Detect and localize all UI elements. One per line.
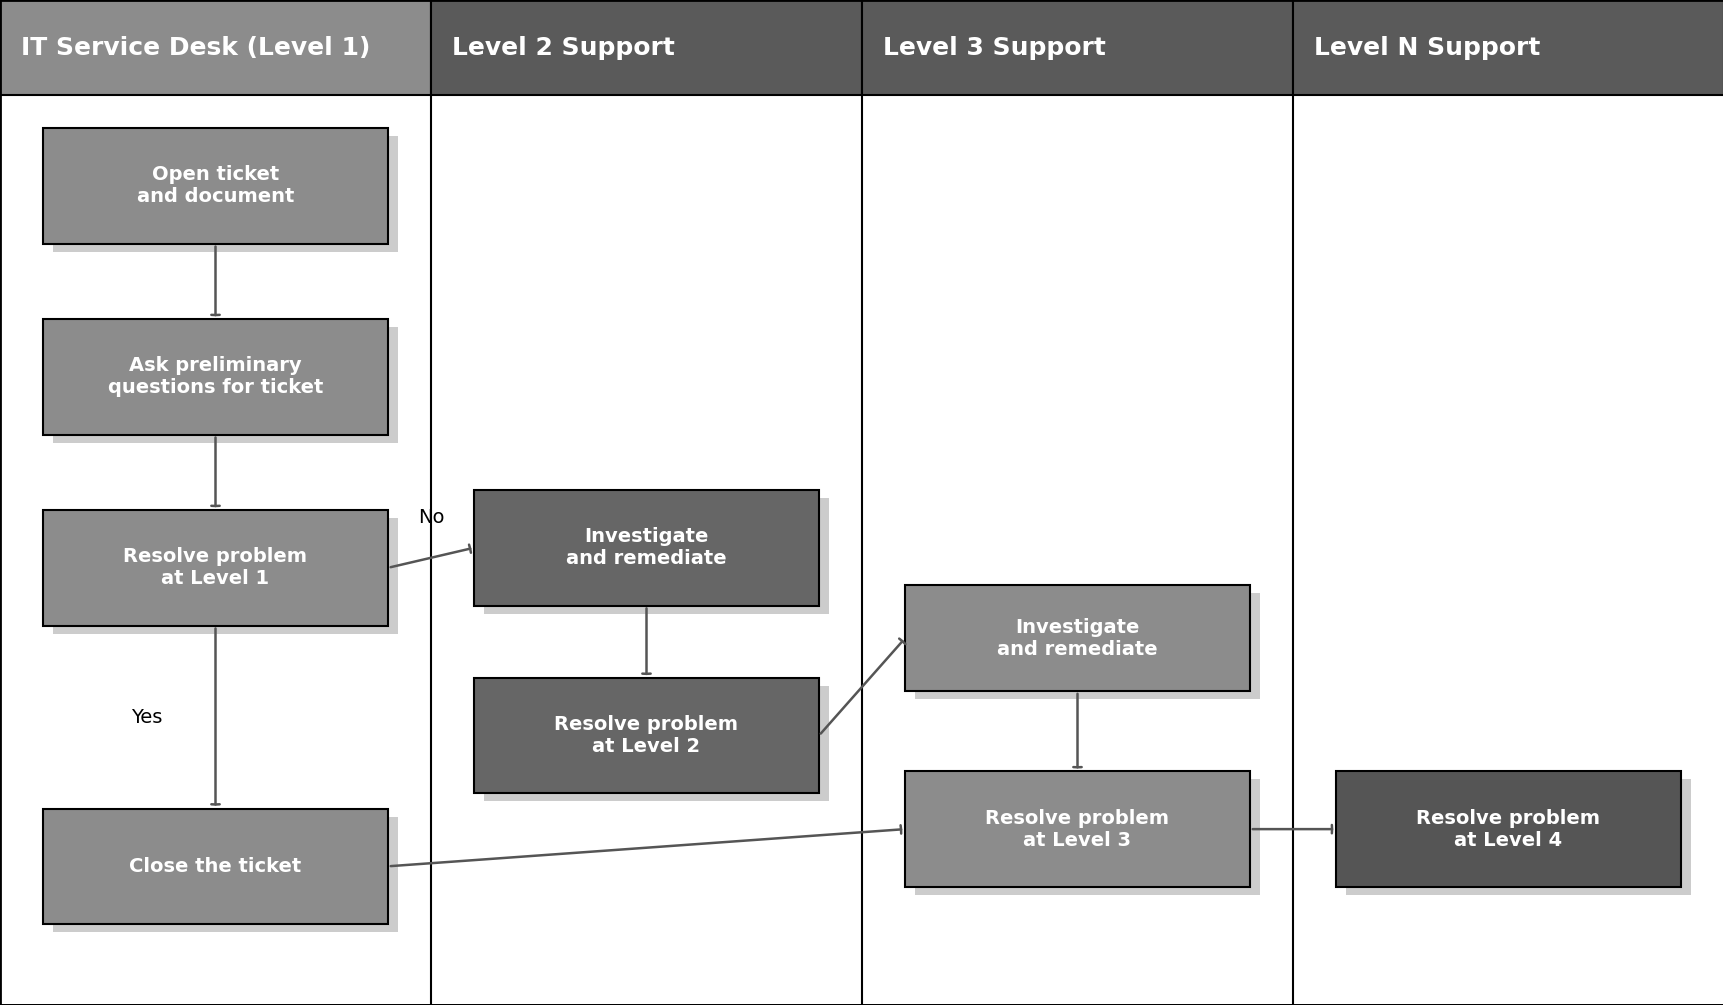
Bar <box>915 593 1260 699</box>
Bar <box>0 0 431 95</box>
Bar <box>484 497 829 613</box>
Bar <box>43 128 388 244</box>
Text: Resolve problem
at Level 1: Resolve problem at Level 1 <box>124 548 307 588</box>
Text: Resolve problem
at Level 3: Resolve problem at Level 3 <box>986 809 1168 849</box>
Text: Level 3 Support: Level 3 Support <box>882 36 1104 59</box>
Text: Level 2 Support: Level 2 Support <box>451 36 674 59</box>
Bar <box>915 780 1260 895</box>
Text: Investigate
and remediate: Investigate and remediate <box>996 618 1158 658</box>
Bar <box>1292 0 1723 95</box>
Bar <box>43 511 388 625</box>
Bar <box>474 677 818 794</box>
Bar <box>484 685 829 802</box>
Text: No: No <box>417 509 445 527</box>
Bar <box>53 136 398 251</box>
Text: Investigate
and remediate: Investigate and remediate <box>565 528 727 568</box>
Text: Resolve problem
at Level 4: Resolve problem at Level 4 <box>1416 809 1599 849</box>
Text: IT Service Desk (Level 1): IT Service Desk (Level 1) <box>21 36 370 59</box>
Bar <box>862 0 1292 95</box>
Bar <box>53 519 398 634</box>
Bar <box>53 816 398 933</box>
Text: Open ticket
and document: Open ticket and document <box>136 166 295 206</box>
Bar <box>43 319 388 434</box>
Text: Ask preliminary
questions for ticket: Ask preliminary questions for ticket <box>109 357 322 397</box>
Text: Resolve problem
at Level 2: Resolve problem at Level 2 <box>555 716 737 756</box>
Text: Yes: Yes <box>131 708 162 727</box>
Bar <box>905 585 1249 691</box>
Bar <box>43 808 388 925</box>
Text: Close the ticket: Close the ticket <box>129 857 302 875</box>
Bar <box>474 489 818 605</box>
Bar <box>1335 772 1680 887</box>
Bar <box>905 772 1249 887</box>
Bar <box>431 0 862 95</box>
Bar <box>1346 780 1690 895</box>
Bar <box>53 328 398 442</box>
Text: Level N Support: Level N Support <box>1313 36 1539 59</box>
